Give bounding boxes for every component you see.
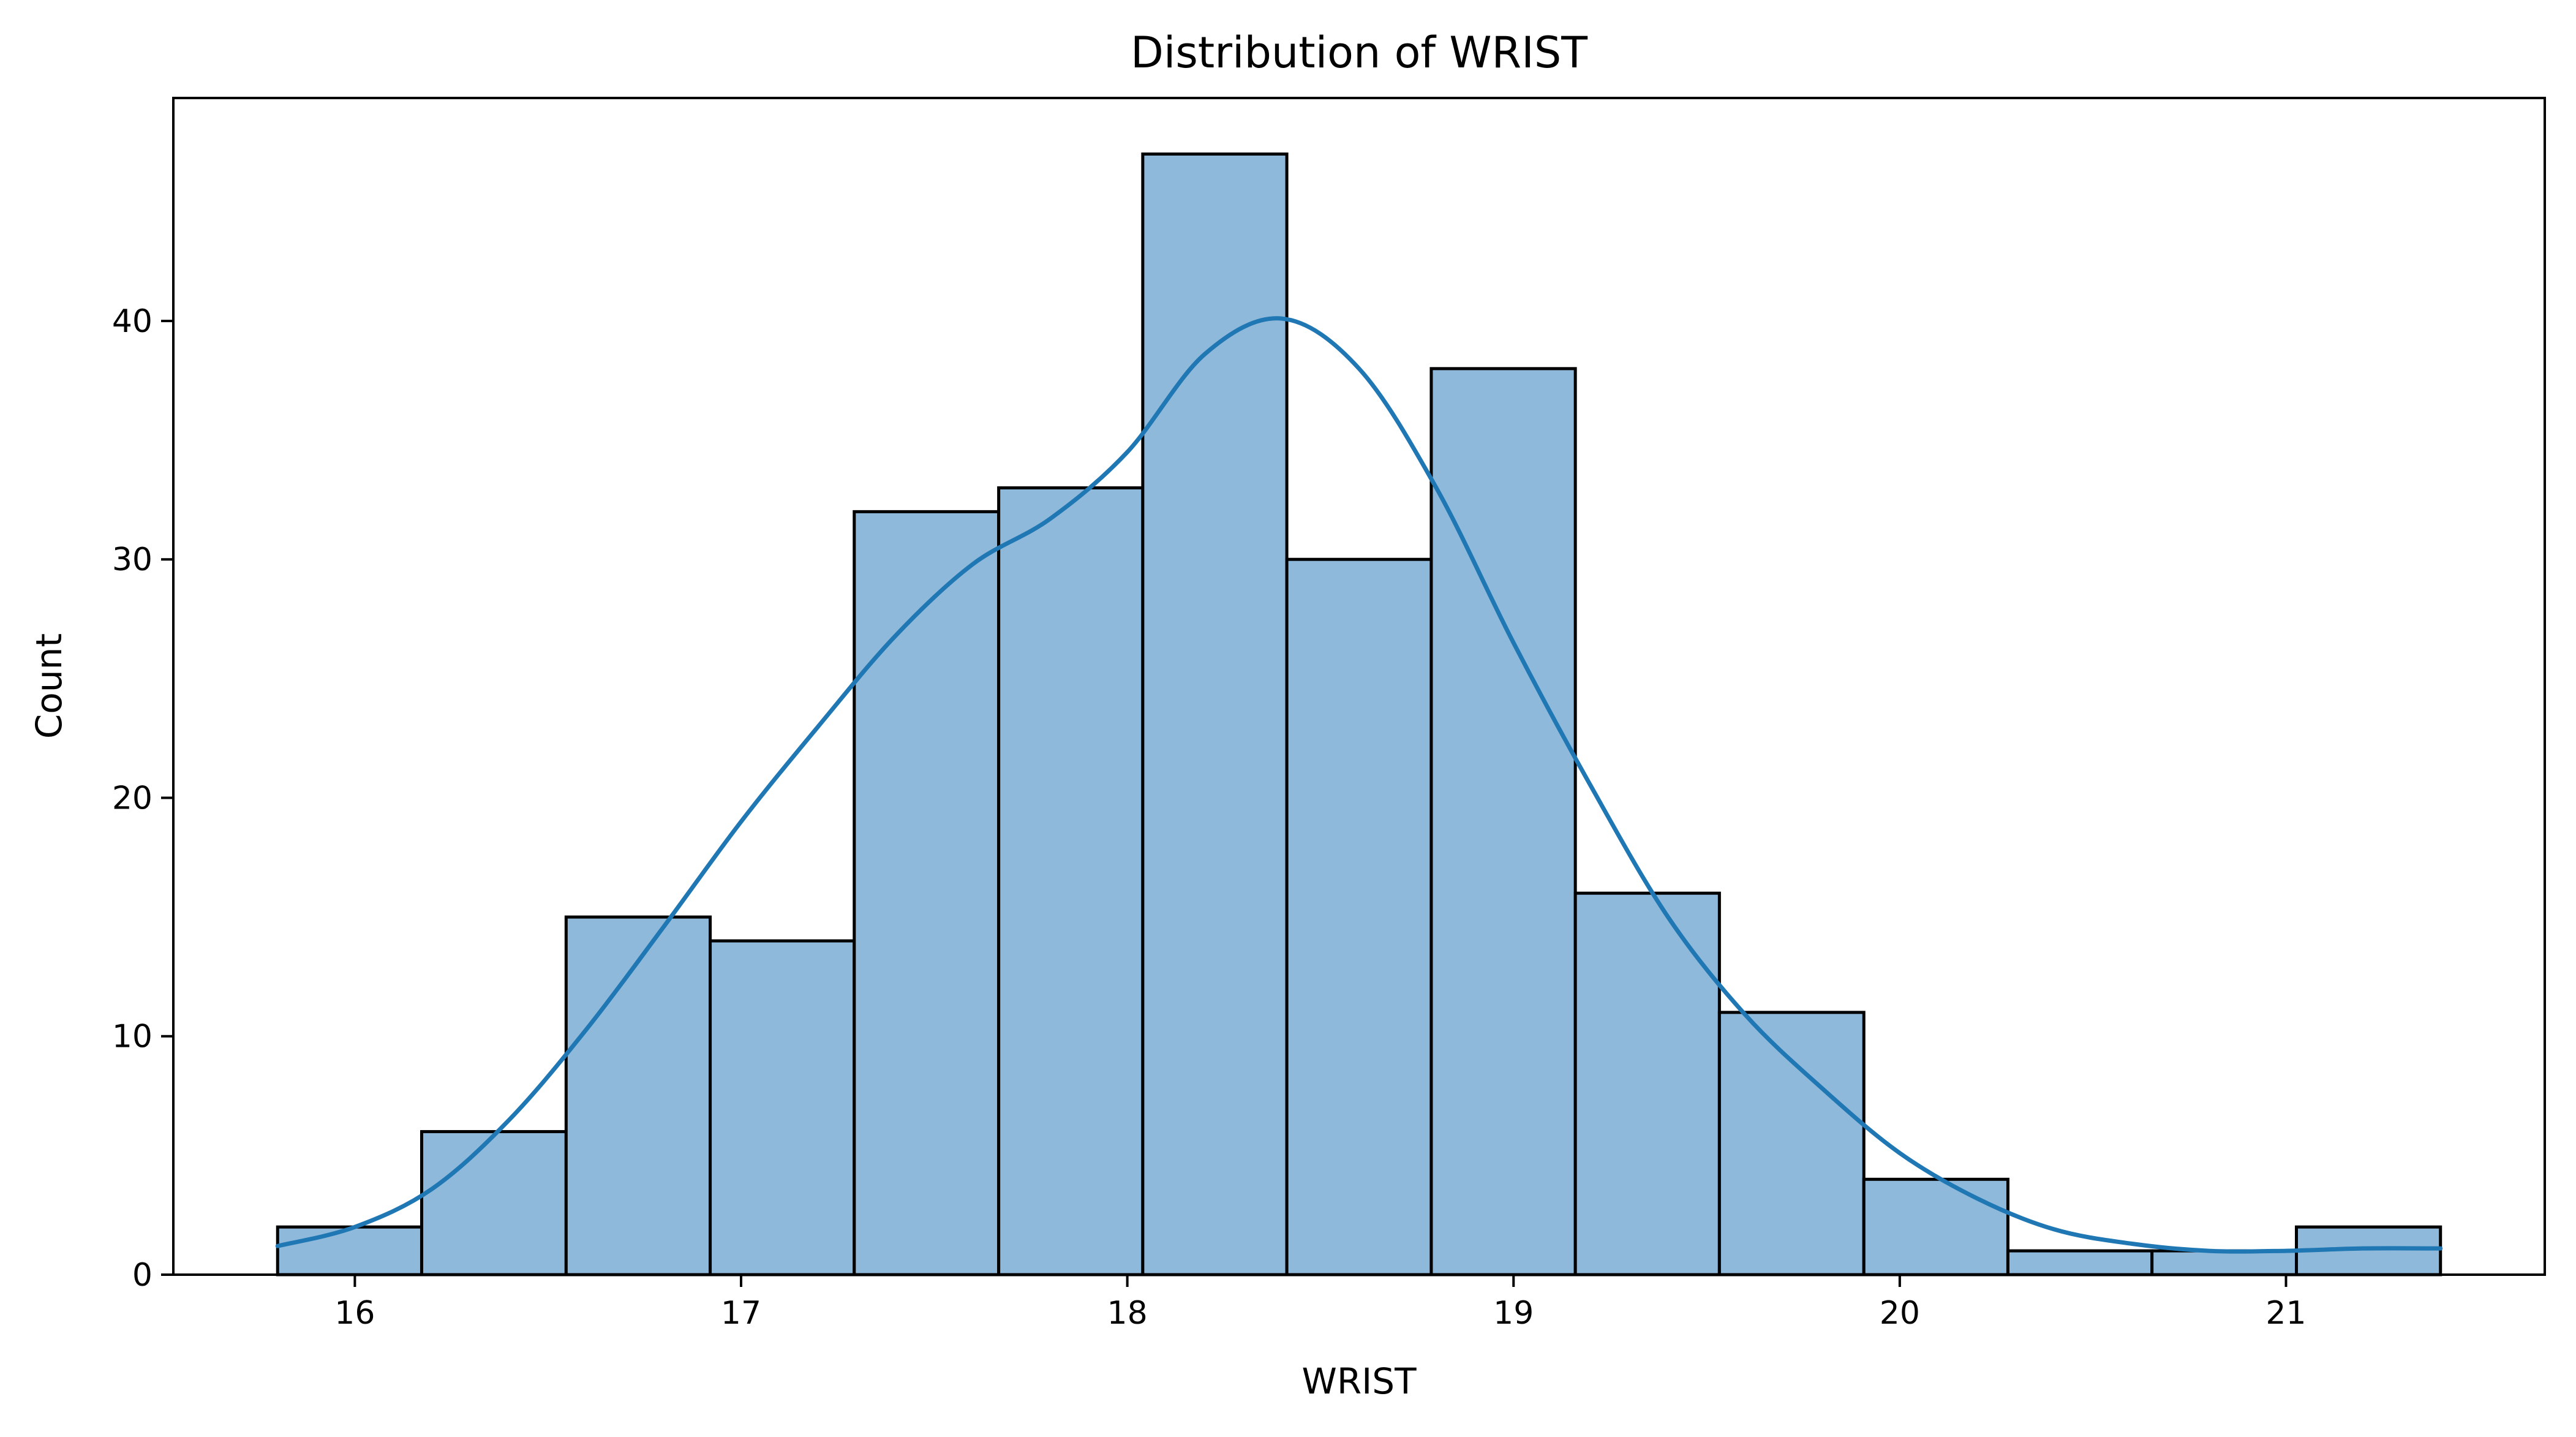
x-tick-label: 16 xyxy=(334,1295,375,1332)
y-axis-label: Count xyxy=(28,633,70,739)
histogram-bar xyxy=(564,915,712,1277)
x-tick-label: 20 xyxy=(1880,1295,1920,1332)
y-tick-label: 30 xyxy=(112,541,153,578)
histogram-bar xyxy=(1429,367,1577,1277)
bars-layer xyxy=(276,152,2442,1277)
y-tick-label: 10 xyxy=(112,1019,153,1055)
histogram-bar xyxy=(2150,1249,2299,1277)
histogram-bar xyxy=(276,1225,423,1277)
y-ticks: 0 10 20 30 40 xyxy=(112,303,173,1294)
x-tick-label: 19 xyxy=(1493,1295,1534,1332)
chart-title: Distribution of WRIST xyxy=(1131,28,1587,78)
histogram-bar xyxy=(997,486,1145,1277)
plot-frame xyxy=(172,97,2546,1276)
kde-layer xyxy=(275,316,2443,1254)
histogram-bar xyxy=(853,510,1001,1277)
kde-line xyxy=(275,316,2443,1254)
histogram-bar xyxy=(2006,1249,2154,1277)
x-tick-label: 18 xyxy=(1107,1295,1148,1332)
histogram-bar xyxy=(1717,1011,1866,1277)
x-axis-label: WRIST xyxy=(1302,1360,1417,1402)
histogram-bar xyxy=(1285,557,1433,1277)
histogram-bar xyxy=(1862,1177,2009,1277)
histogram-bar xyxy=(709,939,856,1277)
x-tick-label: 21 xyxy=(2265,1295,2306,1332)
histogram-bar xyxy=(1141,152,1289,1277)
y-tick-label: 0 xyxy=(132,1257,153,1294)
x-ticks: 16 17 18 19 20 21 xyxy=(334,1275,2307,1332)
y-tick-label: 40 xyxy=(112,303,153,340)
histogram-bar xyxy=(420,1130,568,1277)
histogram-bar xyxy=(1573,891,1721,1277)
x-tick-label: 17 xyxy=(721,1295,761,1332)
y-tick-label: 20 xyxy=(112,780,153,817)
